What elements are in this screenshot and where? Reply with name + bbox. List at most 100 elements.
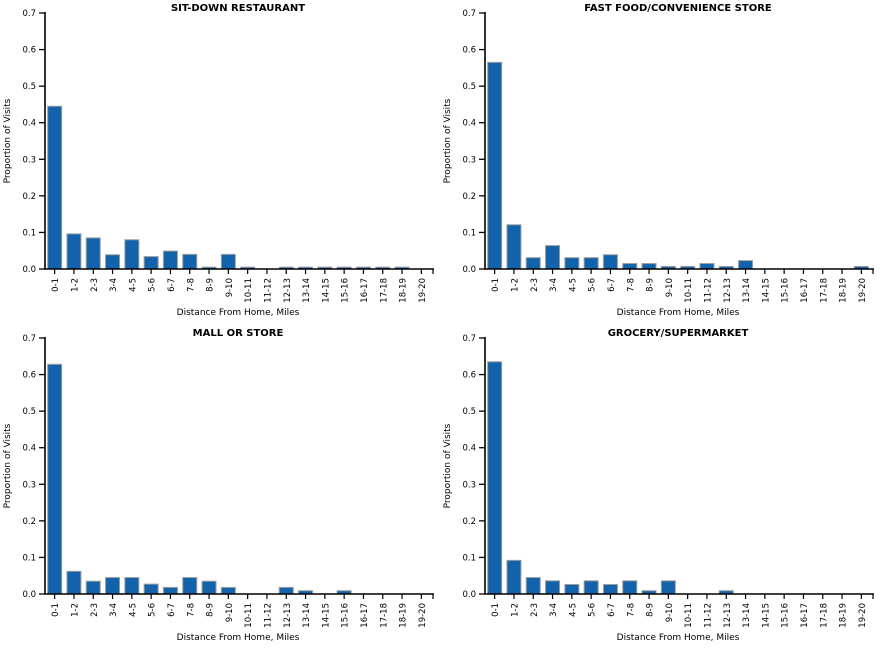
x-tick-label: 11-12 [703, 278, 713, 303]
chart-panel-grocery-supermarket: GROCERY/SUPERMARKET Proportion of Visits 0… [440, 325, 881, 651]
y-tick-label: 0.7 [462, 334, 476, 344]
x-tick-label: 7-8 [186, 603, 196, 617]
bar-4-5 [124, 239, 140, 270]
bar-0-1 [47, 363, 63, 595]
x-tick-label: 17-18 [379, 278, 389, 303]
bar-13-14 [738, 260, 754, 270]
x-tick-label: 1-2 [510, 603, 520, 617]
bar-3-4 [105, 577, 121, 595]
x-tick-label: 15-16 [781, 603, 791, 628]
y-tick-label: 0.4 [462, 119, 476, 129]
x-tick-label: 3-4 [109, 278, 119, 292]
bar-7-8 [182, 577, 198, 595]
chart-panel-mall-or-store: MALL OR STORE Proportion of Visits 0.0 0.1 0… [0, 325, 440, 651]
x-tick-label: 12-13 [283, 603, 293, 628]
x-tick-label: 4-5 [128, 603, 138, 617]
y-tick-label: 0.6 [462, 46, 476, 56]
x-tick-label: 2-3 [90, 278, 100, 292]
x-tick-label: 17-18 [379, 603, 389, 628]
x-tick-label: 17-18 [819, 603, 829, 628]
x-tick-label: 18-19 [839, 278, 849, 303]
x-tick-label: 6-7 [607, 603, 617, 617]
x-tick-label: 7-8 [186, 278, 196, 292]
bar-9-10 [660, 580, 676, 595]
x-tick-label: 15-16 [341, 278, 351, 303]
y-axis-title: Proportion of Visits [3, 98, 13, 183]
sit-down-restaurant-chart: SIT-DOWN RESTAURANT Proportion of Visits 0… [3, 3, 434, 318]
bar-2-3 [85, 580, 101, 595]
bar-3-4 [105, 254, 121, 270]
bar-9-10 [220, 253, 236, 270]
x-tick-label: 8-9 [206, 278, 216, 292]
chart-title: GROCERY/SUPERMARKET [608, 328, 749, 339]
x-tick-label: 10-11 [684, 603, 694, 628]
chart-panel-sit-down-restaurant: SIT-DOWN RESTAURANT Proportion of Visits 0… [0, 0, 440, 325]
y-tick-label: 0.1 [22, 228, 36, 238]
y-tick-label: 0.6 [462, 371, 476, 381]
bar-1-2 [506, 559, 522, 595]
x-tick-label: 0-1 [51, 278, 61, 292]
x-tick-label: 13-14 [302, 278, 312, 303]
y-tick-label: 0.1 [462, 553, 476, 563]
x-tick-label: 7-8 [626, 603, 636, 617]
y-tick-label: 0.2 [22, 192, 36, 202]
x-tick-label: 16-17 [800, 278, 810, 303]
bar-7-8 [622, 580, 638, 595]
x-axis-title: Distance From Home, Miles [617, 308, 740, 318]
x-tick-label: 14-15 [321, 603, 331, 628]
bar-7-8 [622, 263, 638, 270]
x-tick-label: 19-20 [418, 278, 428, 303]
y-tick-label: 0.3 [462, 155, 476, 165]
x-tick-label: 3-4 [549, 603, 559, 617]
bar-2-3 [525, 257, 541, 270]
bar-0-1 [487, 61, 503, 270]
y-tick-label: 0.6 [22, 371, 36, 381]
y-tick-label: 0.7 [22, 9, 36, 19]
x-tick-label: 12-13 [723, 603, 733, 628]
bar-4-5 [564, 257, 580, 270]
x-tick-label: 16-17 [800, 603, 810, 628]
bar-5-6 [143, 583, 159, 595]
x-tick-label: 2-3 [530, 603, 540, 617]
x-tick-label: 4-5 [568, 603, 578, 617]
bar-8-9 [641, 263, 657, 270]
y-tick-label: 0.0 [462, 590, 476, 600]
x-tick-label: 8-9 [646, 603, 656, 617]
x-tick-label: 15-16 [781, 278, 791, 303]
bar-2-3 [525, 577, 541, 595]
x-tick-label: 9-10 [665, 603, 675, 622]
y-tick-label: 0.5 [22, 407, 36, 417]
x-tick-label: 5-6 [148, 278, 158, 292]
bar-1-2 [66, 570, 82, 595]
y-tick-label: 0.3 [462, 480, 476, 490]
y-tick-label: 0.7 [462, 9, 476, 19]
x-axis-title: Distance From Home, Miles [617, 633, 740, 643]
x-tick-label: 10-11 [244, 603, 254, 628]
x-tick-label: 11-12 [263, 603, 273, 628]
y-tick-label: 0.4 [22, 119, 36, 129]
x-tick-label: 0-1 [491, 278, 501, 292]
x-tick-label: 5-6 [148, 603, 158, 617]
bar-12-13 [278, 586, 294, 595]
y-tick-label: 0.5 [462, 407, 476, 417]
x-tick-label: 9-10 [225, 278, 235, 297]
x-tick-label: 12-13 [283, 278, 293, 303]
y-tick-label: 0.0 [22, 590, 36, 600]
x-tick-label: 8-9 [206, 603, 216, 617]
bar-5-6 [583, 257, 599, 270]
x-tick-label: 16-17 [360, 603, 370, 628]
y-tick-label: 0.5 [462, 82, 476, 92]
x-tick-label: 18-19 [399, 278, 409, 303]
y-axis-title: Proportion of Visits [443, 98, 453, 183]
x-tick-label: 4-5 [568, 278, 578, 292]
chart-title: MALL OR STORE [193, 328, 284, 339]
bar-0-1 [47, 105, 63, 270]
x-tick-label: 16-17 [360, 278, 370, 303]
y-tick-label: 0.2 [462, 517, 476, 527]
bar-7-8 [182, 253, 198, 270]
bar-6-7 [602, 583, 618, 595]
x-tick-label: 19-20 [858, 603, 868, 628]
grocery-supermarket-chart: GROCERY/SUPERMARKET Proportion of Visits 0… [443, 328, 874, 643]
y-tick-label: 0.3 [22, 155, 36, 165]
